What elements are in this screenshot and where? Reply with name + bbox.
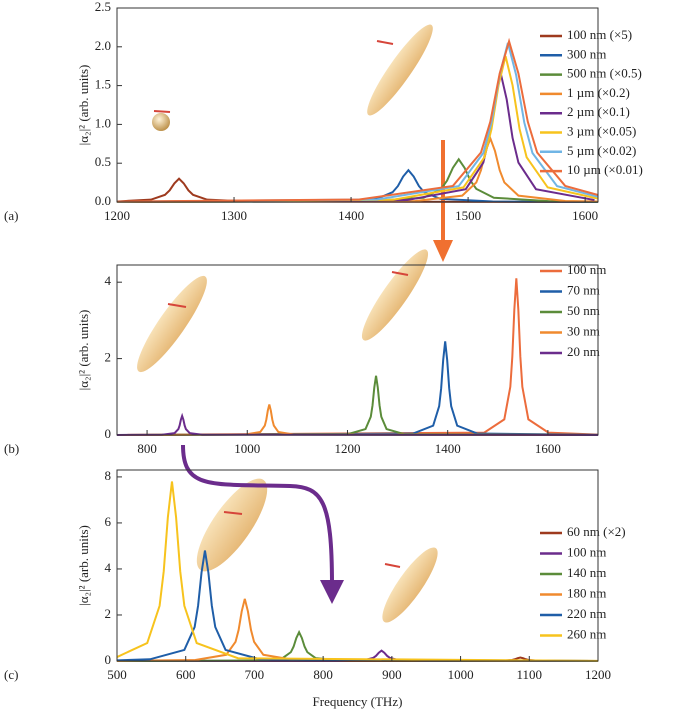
- legend-label: 100 nm: [567, 544, 606, 559]
- x-tick-label: 1000: [448, 667, 474, 682]
- x-tick-label: 1200: [104, 208, 130, 223]
- y-tick-label: 0: [105, 652, 112, 667]
- legend-label: 140 nm: [567, 565, 606, 580]
- x-tick-label: 1200: [334, 441, 360, 456]
- x-axis-label: Frequency (THz): [313, 694, 403, 709]
- x-tick-label: 700: [245, 667, 265, 682]
- x-tick-label: 1600: [535, 441, 561, 456]
- x-tick-label: 1300: [221, 208, 247, 223]
- legend-label: 70 nm: [567, 282, 600, 297]
- legend-label: 60 nm (×2): [567, 524, 626, 539]
- particle-ellipsoid: [196, 478, 268, 572]
- field-arrow: [167, 303, 187, 308]
- legend-label: 5 µm (×0.02): [567, 143, 636, 158]
- y-tick-label: 4: [105, 560, 112, 575]
- legend-label: 3 µm (×0.05): [567, 123, 636, 138]
- x-tick-label: 1500: [455, 208, 481, 223]
- axes-frame: [116, 469, 599, 662]
- series-line: [116, 481, 599, 662]
- shift-arrow: [181, 444, 334, 586]
- axes-frame: [116, 264, 599, 436]
- series-line: [116, 598, 599, 662]
- x-tick-label: 1200: [585, 667, 611, 682]
- particle-ellipsoid: [367, 24, 433, 116]
- panel-label: (a): [4, 208, 18, 223]
- legend-label: 20 nm: [567, 344, 600, 359]
- series-line: [116, 550, 599, 662]
- field-arrow: [376, 40, 394, 45]
- series-line: [116, 341, 599, 436]
- decorations: [137, 24, 453, 623]
- axes-frame: [116, 7, 599, 203]
- shift-arrowhead: [320, 580, 344, 604]
- series-line: [116, 55, 599, 203]
- y-tick-label: 0: [105, 426, 112, 441]
- legend-label: 220 nm: [567, 606, 606, 621]
- field-arrow: [153, 110, 171, 113]
- y-axis-label: |α₂|² (arb. units): [76, 65, 91, 146]
- y-tick-label: 2: [105, 350, 112, 365]
- x-tick-label: 1100: [517, 667, 543, 682]
- legend-label: 30 nm: [567, 323, 600, 338]
- particle-sphere: [152, 113, 170, 131]
- field-arrow: [384, 563, 401, 568]
- series-line: [116, 375, 599, 436]
- series-line: [116, 629, 599, 662]
- y-tick-label: 2: [105, 606, 112, 621]
- y-axis-label: |α₂|² (arb. units): [76, 310, 91, 391]
- particle-ellipsoid: [361, 249, 429, 341]
- legend-label: 10 µm (×0.01): [567, 162, 643, 177]
- series-line: [116, 135, 599, 203]
- x-tick-label: 1400: [338, 208, 364, 223]
- legend-label: 50 nm: [567, 303, 600, 318]
- legend-label: 300 nm: [567, 46, 606, 61]
- series-line: [116, 412, 599, 436]
- y-tick-label: 0.5: [95, 154, 111, 169]
- y-tick-label: 8: [105, 468, 112, 483]
- particle-ellipsoid: [137, 275, 207, 373]
- series-line: [116, 404, 599, 436]
- x-tick-label: 1400: [435, 441, 461, 456]
- field-arrow: [391, 271, 409, 276]
- panel-label: (c): [4, 667, 18, 682]
- x-tick-label: 800: [313, 667, 333, 682]
- y-tick-label: 1.5: [95, 77, 111, 92]
- x-tick-label: 600: [176, 667, 196, 682]
- series-line: [116, 37, 599, 203]
- particle-ellipsoid: [382, 547, 438, 623]
- series-line: [116, 42, 599, 203]
- y-tick-label: 2.5: [95, 0, 111, 14]
- shift-arrowhead: [433, 240, 453, 262]
- legend-label: 260 nm: [567, 626, 606, 641]
- y-tick-label: 6: [105, 514, 112, 529]
- y-tick-label: 1.0: [95, 115, 111, 130]
- x-tick-label: 800: [137, 441, 157, 456]
- panel-label: (b): [4, 441, 19, 456]
- legend-label: 100 nm: [567, 262, 606, 277]
- series-line: [116, 177, 599, 203]
- x-tick-label: 900: [382, 667, 402, 682]
- y-tick-label: 0.0: [95, 193, 111, 208]
- y-tick-label: 4: [105, 273, 112, 288]
- legend-label: 500 nm (×0.5): [567, 66, 642, 81]
- y-tick-label: 2.0: [95, 38, 111, 53]
- x-tick-label: 1000: [234, 441, 260, 456]
- x-tick-label: 500: [107, 667, 127, 682]
- y-axis-label: |α₂|² (arb. units): [76, 525, 91, 606]
- legend-label: 180 nm: [567, 585, 606, 600]
- series-line: [116, 278, 599, 436]
- legend-label: 100 nm (×5): [567, 27, 632, 42]
- x-tick-label: 1600: [572, 208, 598, 223]
- field-arrow: [223, 511, 243, 515]
